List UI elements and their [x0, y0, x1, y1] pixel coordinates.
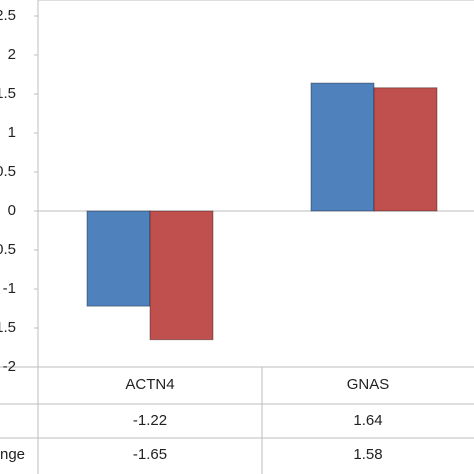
bar — [149, 210, 214, 341]
table-value: -1.22 — [133, 412, 167, 429]
table-value: -1.65 — [133, 446, 167, 463]
bar — [310, 82, 375, 212]
y-tick-label: 0 — [8, 202, 16, 219]
table-value: 1.64 — [353, 412, 382, 429]
table-value: 1.58 — [353, 446, 382, 463]
y-tick-label: 1.5 — [0, 85, 16, 102]
y-tick-label: 2.5 — [0, 7, 16, 24]
y-tick-label: -1 — [3, 280, 16, 297]
y-tick-label: 2 — [8, 46, 16, 63]
y-tick-label: 0.5 — [0, 163, 16, 180]
y-tick-label: -0.5 — [0, 241, 16, 258]
bar — [86, 210, 151, 307]
row-label: nge — [0, 446, 25, 463]
y-tick-label: -1.5 — [0, 319, 16, 336]
x-tick-label: GNAS — [347, 376, 390, 393]
y-tick-label: -2 — [3, 358, 16, 375]
bar — [373, 87, 438, 212]
x-tick-label: ACTN4 — [125, 376, 174, 393]
y-tick-label: 1 — [8, 124, 16, 141]
